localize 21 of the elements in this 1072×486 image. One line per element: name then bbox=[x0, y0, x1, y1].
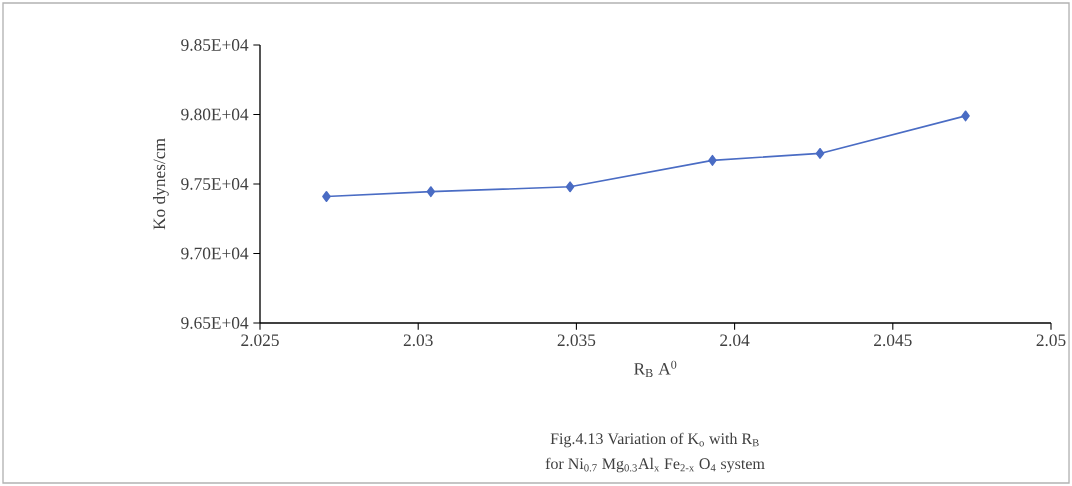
x-tick-label: 2.03 bbox=[403, 334, 433, 347]
point bbox=[322, 191, 331, 202]
point bbox=[708, 154, 717, 166]
point bbox=[815, 147, 825, 159]
y-tick-label: 9.70E+04 bbox=[181, 247, 249, 260]
point bbox=[426, 186, 436, 198]
y-axis-title: Ko dynes/cm bbox=[153, 138, 169, 230]
text: for Ni$_{0.7}$ Mg$_{0.3}$Al$_{x}$ Fe$_{2-x}$ O$_{4}$ system bbox=[545, 457, 765, 473]
y-tick-label: 9.85E+04 bbox=[181, 39, 249, 51]
y-tick-label: 9.65E+04 bbox=[181, 317, 249, 329]
x-tick-label: 2.045 bbox=[874, 334, 912, 347]
text: Fig.4.13 Variation of K$_{o}$ with R$_{B}$ bbox=[550, 432, 759, 448]
x-tick-label: 2.035 bbox=[557, 334, 596, 347]
point bbox=[961, 110, 970, 122]
x-tick-label: 2.025 bbox=[241, 334, 279, 347]
x-tick-label: 2.04 bbox=[720, 334, 750, 347]
x-axis-title: R$_{B}$ A$^{0}$ bbox=[634, 360, 677, 377]
y-tick-label: 9.75E+04 bbox=[181, 178, 249, 190]
point bbox=[565, 181, 575, 193]
x-tick-label: 2.05 bbox=[1036, 334, 1066, 347]
y-tick-label: 9.80E+04 bbox=[181, 108, 249, 121]
